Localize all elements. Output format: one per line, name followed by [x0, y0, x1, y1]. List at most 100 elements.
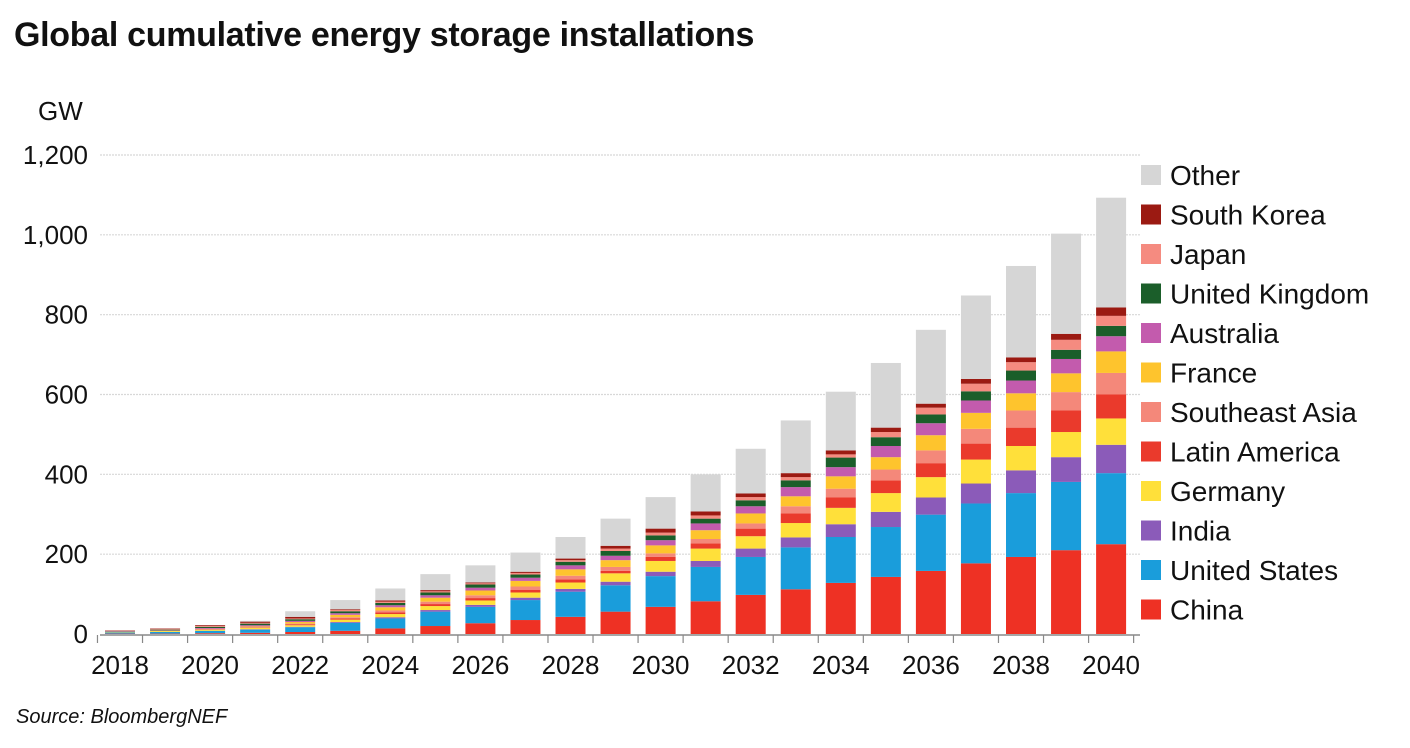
bar-segment-southeast-asia-2028 [555, 575, 586, 580]
legend-label: Other [1170, 160, 1240, 191]
bar-segment-united-kingdom-2038 [1006, 370, 1036, 381]
bar-segment-india-2036 [915, 497, 946, 515]
bar-segment-other-2028 [555, 537, 586, 559]
bar-segment-france-2039 [1051, 373, 1082, 393]
bar-segment-france-2036 [915, 435, 946, 451]
bar-segment-other-2025 [420, 574, 451, 591]
bar-segment-australia-2036 [915, 423, 946, 436]
x-tick-label: 2038 [992, 650, 1050, 680]
bar-segment-latin-america-2039 [1051, 410, 1082, 433]
y-axis-unit: GW [38, 96, 83, 126]
bar-segment-germany-2036 [915, 477, 946, 498]
bar-segment-germany-2021 [240, 628, 271, 630]
bar-segment-australia-2039 [1051, 358, 1082, 374]
bar-segment-china-2021 [240, 632, 271, 634]
y-tick-label: 0 [74, 619, 88, 649]
bar-segment-latin-america-2026 [465, 598, 496, 601]
bar-segment-australia-2022 [285, 620, 316, 623]
bar-segment-other-2034 [825, 391, 856, 451]
legend-label: Southeast Asia [1170, 397, 1357, 428]
bar-segment-united-kingdom-2023 [330, 611, 361, 614]
x-tick-label: 2026 [451, 650, 509, 680]
bar-segment-australia-2034 [825, 467, 856, 477]
bar-segment-united-kingdom-2033 [780, 480, 811, 488]
bar-segment-united-kingdom-2035 [870, 437, 901, 446]
bar-segment-united-states-2029 [600, 585, 631, 612]
bar-segment-southeast-asia-2035 [870, 469, 901, 481]
bar-segment-india-2033 [780, 537, 811, 548]
bar-segment-united-kingdom-2032 [735, 500, 766, 507]
bar-segment-japan-2032 [735, 497, 766, 501]
bar-segment-south-korea-2036 [915, 403, 946, 408]
bar-segment-germany-2037 [960, 459, 991, 484]
bar-segment-latin-america-2036 [915, 463, 946, 478]
bar-segment-latin-america-2029 [600, 570, 631, 574]
bar-segment-southeast-asia-2026 [465, 595, 496, 599]
bar-segment-japan-2026 [465, 583, 496, 585]
bar-segment-australia-2031 [690, 523, 721, 531]
bar-segment-japan-2029 [600, 548, 631, 551]
bar-segment-australia-2029 [600, 555, 631, 561]
legend-label: France [1170, 358, 1257, 389]
bar-segment-other-2026 [465, 565, 496, 583]
bar-segment-latin-america-2034 [825, 497, 856, 508]
bar-segment-france-2037 [960, 412, 991, 429]
bar-segment-united-kingdom-2025 [420, 592, 451, 596]
bar-segment-united-states-2036 [915, 514, 946, 571]
bar-segment-germany-2034 [825, 507, 856, 525]
bar-segment-japan-2038 [1006, 362, 1036, 371]
bar-segment-united-kingdom-2021 [240, 623, 271, 626]
bar-segment-united-kingdom-2036 [915, 414, 946, 424]
bar-segment-united-states-2019 [150, 632, 181, 634]
bar-segment-south-korea-2039 [1051, 333, 1082, 340]
bar-segment-latin-america-2033 [780, 513, 811, 524]
bar-segment-south-korea-2025 [420, 590, 451, 592]
bar-segment-india-2035 [870, 511, 901, 528]
bar-segment-china-2027 [510, 620, 541, 634]
bar-segment-southeast-asia-2022 [285, 623, 316, 625]
y-tick-label: 400 [45, 459, 88, 489]
bar-segment-southeast-asia-2031 [690, 538, 721, 544]
bar-segment-france-2022 [285, 622, 316, 624]
legend-label: Latin America [1170, 437, 1340, 468]
bar-segment-united-kingdom-2024 [375, 602, 406, 606]
bar-segment-united-states-2028 [555, 591, 586, 617]
bar-segment-united-states-2027 [510, 600, 541, 621]
bar-segment-south-korea-2035 [870, 427, 901, 433]
bar-segment-south-korea-2023 [330, 609, 361, 611]
bar-segment-japan-2027 [510, 572, 541, 575]
bar-segment-united-states-2018 [105, 632, 135, 634]
bar-segment-germany-2024 [375, 614, 406, 618]
bar-segment-other-2040 [1096, 197, 1127, 308]
bar-segment-south-korea-2037 [960, 378, 991, 384]
bar-segment-united-states-2030 [645, 576, 676, 607]
bar-segment-other-2022 [285, 611, 316, 617]
legend-swatch-france [1141, 362, 1161, 383]
bar-segment-india-2024 [375, 617, 406, 619]
bar-segment-south-korea-2038 [1006, 357, 1036, 363]
bar-segment-united-states-2031 [690, 566, 721, 602]
legend-swatch-south-korea [1141, 204, 1161, 225]
bar-segment-united-states-2025 [420, 611, 451, 627]
bar-segment-germany-2027 [510, 592, 541, 598]
legend-swatch-other [1141, 165, 1161, 185]
bar-segment-united-states-2033 [780, 547, 811, 590]
bar-segment-germany-2023 [330, 619, 361, 623]
bar-segment-china-2020 [195, 633, 226, 634]
bar-segment-latin-america-2028 [555, 579, 586, 583]
bar-segment-japan-2034 [825, 454, 856, 458]
bar-segment-united-kingdom-2029 [600, 550, 631, 556]
bar-segment-china-2030 [645, 606, 676, 634]
x-tick-label: 2018 [91, 650, 149, 680]
bar-segment-china-2034 [825, 582, 856, 634]
bar-segment-other-2036 [915, 329, 946, 404]
bar-segment-australia-2024 [375, 605, 406, 608]
bar-segment-southeast-asia-2039 [1051, 392, 1082, 411]
bar-segment-japan-2033 [780, 477, 811, 481]
x-tick-label: 2024 [361, 650, 419, 680]
bar-segment-germany-2035 [870, 493, 901, 512]
bar-segment-other-2021 [240, 620, 271, 622]
x-tick-label: 2036 [902, 650, 960, 680]
legend-label: India [1170, 516, 1231, 547]
bar-segment-india-2039 [1051, 457, 1082, 482]
